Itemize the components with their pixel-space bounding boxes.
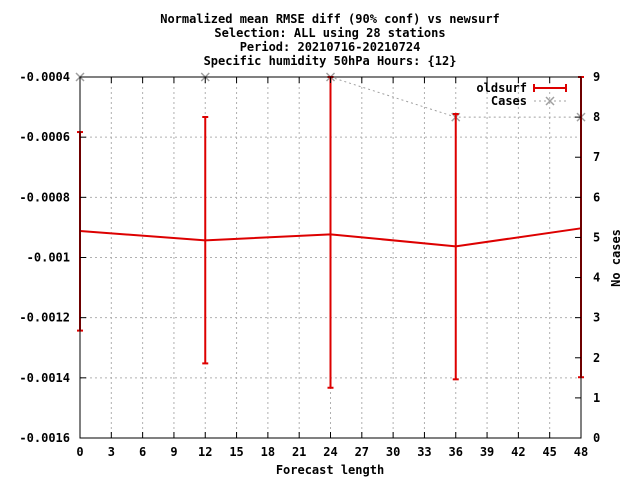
x-tick-label: 15 xyxy=(229,445,243,459)
oldsurf-errorbar xyxy=(452,113,459,381)
y2-tick-label: 7 xyxy=(593,150,600,164)
y2-tick-label: 9 xyxy=(593,70,600,84)
y-tick-label: -0.0012 xyxy=(19,311,70,325)
x-tick-label: 21 xyxy=(292,445,306,459)
x-tick-label: 48 xyxy=(574,445,588,459)
legend-label-oldsurf: oldsurf xyxy=(476,81,527,95)
chart-title-line: Period: 20210716-20210724 xyxy=(240,40,421,54)
y-tick-label: -0.0014 xyxy=(19,371,70,385)
y2-axis-label: No cases xyxy=(609,229,623,287)
x-tick-label: 3 xyxy=(108,445,115,459)
x-tick-label: 45 xyxy=(542,445,556,459)
y-tick-label: -0.001 xyxy=(27,251,70,265)
y2-tick-label: 6 xyxy=(593,190,600,204)
chart-title-line: Selection: ALL using 28 stations xyxy=(214,26,445,40)
y2-tick-label: 1 xyxy=(593,391,600,405)
legend-sample-cases-mark xyxy=(545,96,555,106)
x-tick-label: 42 xyxy=(511,445,525,459)
y2-tick-label: 4 xyxy=(593,271,600,285)
x-tick-label: 30 xyxy=(386,445,400,459)
x-tick-label: 12 xyxy=(198,445,212,459)
x-tick-label: 6 xyxy=(139,445,146,459)
x-axis-label: Forecast length xyxy=(276,463,384,477)
chart-title-line: Normalized mean RMSE diff (90% conf) vs … xyxy=(160,12,500,26)
y2-tick-label: 8 xyxy=(593,110,600,124)
x-tick-label: 39 xyxy=(480,445,494,459)
y2-tick-label: 5 xyxy=(593,230,600,244)
axis-tick-labels: 0 3 6 9 12 15 18 21 24 27 30 33 36 39 42 45 48-0.0004-0.… xyxy=(19,70,600,459)
y-tick-label: -0.0016 xyxy=(19,431,70,445)
chart-title-line: Specific humidity 50hPa Hours: {12} xyxy=(204,54,457,68)
x-tick-label: 9 xyxy=(170,445,177,459)
legend-label-cases: Cases xyxy=(491,94,527,108)
chart-title: Normalized mean RMSE diff (90% conf) vs … xyxy=(160,12,500,68)
y-tick-label: -0.0006 xyxy=(19,130,70,144)
x-tick-label: 0 xyxy=(76,445,83,459)
x-tick-label: 24 xyxy=(323,445,337,459)
oldsurf-errorbar xyxy=(327,76,334,389)
axis-ticks xyxy=(79,76,582,439)
y-tick-label: -0.0008 xyxy=(19,190,70,204)
x-tick-label: 33 xyxy=(417,445,431,459)
x-tick-label: 36 xyxy=(449,445,463,459)
series-oldsurf xyxy=(77,76,584,389)
y2-tick-label: 3 xyxy=(593,311,600,325)
y-tick-label: -0.0004 xyxy=(19,70,70,84)
x-tick-label: 27 xyxy=(355,445,369,459)
x-tick-label: 18 xyxy=(261,445,275,459)
y2-tick-label: 2 xyxy=(593,351,600,365)
y2-tick-label: 0 xyxy=(593,431,600,445)
oldsurf-errorbar xyxy=(202,116,209,365)
